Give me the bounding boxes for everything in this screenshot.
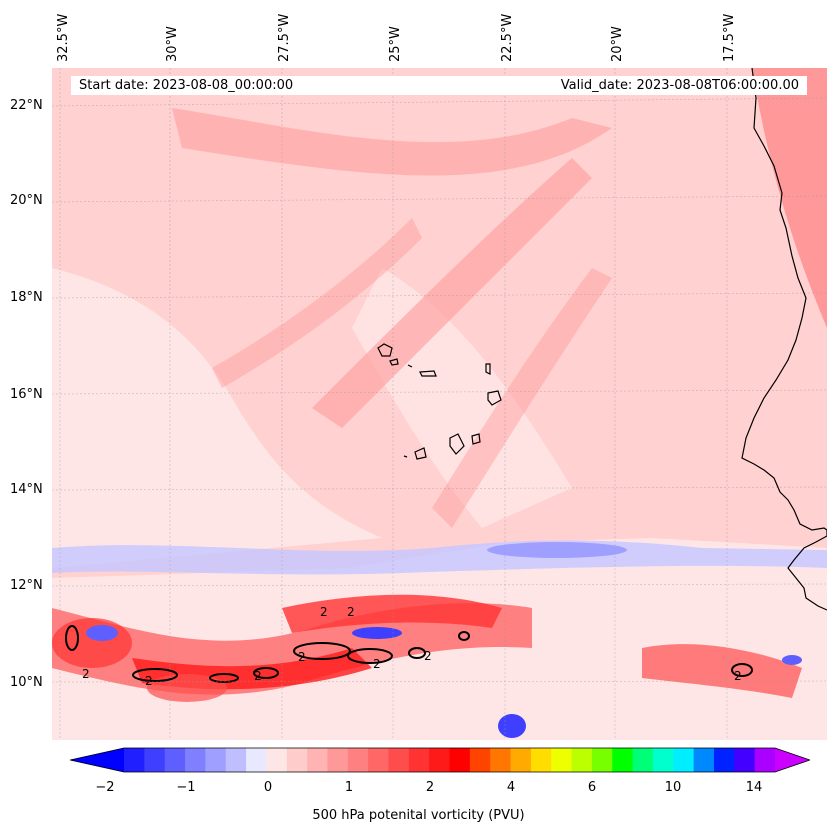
colorbar-cell bbox=[632, 748, 654, 772]
pv2-labels: 2 2 2 2 2 2 2 2 2 bbox=[82, 605, 742, 688]
colorbar-cell bbox=[449, 748, 471, 772]
svg-text:2: 2 bbox=[298, 650, 306, 664]
colorbar-tick: −1 bbox=[176, 780, 196, 795]
svg-text:2: 2 bbox=[347, 605, 355, 619]
colorbar-cell bbox=[612, 748, 634, 772]
colorbar-cell bbox=[286, 748, 308, 772]
pv-belt-red bbox=[642, 644, 802, 698]
pv-blob-blue bbox=[86, 625, 118, 641]
cape-verde-islands bbox=[377, 343, 502, 460]
date-info-bar: Start date: 2023-08-08_00:00:00 Valid_da… bbox=[71, 76, 807, 95]
colorbar-cell bbox=[530, 748, 552, 772]
svg-text:2: 2 bbox=[320, 605, 328, 619]
colorbar-cell bbox=[327, 748, 349, 772]
colorbar-cell bbox=[713, 748, 735, 772]
colorbar bbox=[70, 747, 810, 773]
svg-text:2: 2 bbox=[145, 674, 153, 688]
pv-streak bbox=[432, 268, 612, 528]
africa-coastline bbox=[741, 68, 827, 611]
colorbar-cell bbox=[164, 748, 186, 772]
pv2-contours bbox=[65, 625, 753, 683]
graticule bbox=[52, 68, 827, 740]
colorbar-cell bbox=[388, 748, 410, 772]
colorbar-tick: 2 bbox=[425, 780, 435, 795]
pv-streak bbox=[172, 108, 612, 176]
lat-label: 22°N bbox=[10, 98, 43, 113]
colorbar-tick: 10 bbox=[664, 780, 682, 795]
pv-blob-blue bbox=[498, 714, 526, 738]
lon-label: 32.5°W bbox=[56, 13, 71, 62]
colorbar-outline bbox=[70, 747, 810, 773]
colorbar-tick: 4 bbox=[506, 780, 516, 795]
colorbar-cell bbox=[734, 748, 756, 772]
lon-label: 30°W bbox=[165, 26, 180, 62]
lat-label: 14°N bbox=[10, 482, 43, 497]
colorbar-cell bbox=[693, 748, 715, 772]
lat-label: 18°N bbox=[10, 290, 43, 305]
pv-blob-blue bbox=[487, 542, 627, 558]
lat-label: 10°N bbox=[10, 675, 43, 690]
pv-band-blue bbox=[52, 540, 827, 575]
valid-date-label: Valid_date: 2023-08-08T06:00:00.00 bbox=[560, 78, 799, 93]
colorbar-cell bbox=[185, 748, 206, 772]
pv-blob-blue bbox=[352, 627, 402, 639]
svg-text:2: 2 bbox=[424, 649, 432, 663]
colorbar-extend-max bbox=[775, 748, 810, 772]
pv-streak bbox=[752, 68, 827, 328]
lat-label: 12°N bbox=[10, 578, 43, 593]
colorbar-cell bbox=[490, 748, 512, 772]
colorbar-tick: 14 bbox=[745, 780, 763, 795]
colorbar-cell bbox=[591, 748, 613, 772]
colorbar-cell bbox=[225, 748, 247, 772]
pv-blob-blue bbox=[782, 655, 802, 665]
colorbar-cell bbox=[754, 748, 776, 772]
lon-label: 17.5°W bbox=[722, 13, 737, 62]
svg-text:2: 2 bbox=[82, 667, 90, 681]
svg-text:2: 2 bbox=[734, 669, 742, 683]
colorbar-cell bbox=[469, 748, 491, 772]
lon-label: 20°W bbox=[610, 26, 625, 62]
colorbar-cell bbox=[652, 748, 674, 772]
svg-text:2: 2 bbox=[373, 657, 381, 671]
pv-map: 2 2 2 2 2 2 2 2 2 bbox=[52, 68, 827, 740]
pv-region-pale bbox=[52, 268, 382, 568]
pv-blob-red bbox=[52, 618, 132, 668]
lat-label: 20°N bbox=[10, 193, 43, 208]
colorbar-cell bbox=[368, 748, 389, 772]
colorbar-cell bbox=[307, 748, 328, 772]
pv-streak bbox=[312, 158, 592, 428]
pv-field: 2 2 2 2 2 2 2 2 2 bbox=[52, 68, 827, 740]
colorbar-cell bbox=[551, 748, 573, 772]
colorbar-tick: −2 bbox=[95, 780, 115, 795]
colorbar-cell bbox=[205, 748, 227, 772]
start-date-label: Start date: 2023-08-08_00:00:00 bbox=[79, 78, 294, 93]
colorbar-tick: 1 bbox=[344, 780, 354, 795]
lon-label: 27.5°W bbox=[277, 13, 292, 62]
colorbar-cell bbox=[429, 748, 450, 772]
colorbar-cell bbox=[124, 748, 145, 772]
svg-text:2: 2 bbox=[254, 669, 262, 683]
lon-label: 22.5°W bbox=[500, 13, 515, 62]
pv-blob-red bbox=[147, 674, 227, 702]
lon-label: 25°W bbox=[388, 26, 403, 62]
colorbar-cell bbox=[510, 748, 532, 772]
colorbar-cell bbox=[571, 748, 593, 772]
colorbar-cell bbox=[408, 748, 430, 772]
pv-belt-red bbox=[282, 594, 502, 633]
colorbar-cell bbox=[673, 748, 695, 772]
pv-streak bbox=[212, 218, 422, 388]
colorbar-cell bbox=[266, 748, 288, 772]
colorbar-label: 500 hPa potenital vorticity (PVU) bbox=[312, 808, 525, 823]
colorbar-cell bbox=[347, 748, 369, 772]
colorbar-extend-min bbox=[70, 748, 124, 772]
colorbar-cell bbox=[144, 748, 166, 772]
colorbar-tick: 0 bbox=[263, 780, 273, 795]
colorbar-cell bbox=[246, 748, 267, 772]
lat-label: 16°N bbox=[10, 387, 43, 402]
colorbar-tick: 6 bbox=[587, 780, 597, 795]
